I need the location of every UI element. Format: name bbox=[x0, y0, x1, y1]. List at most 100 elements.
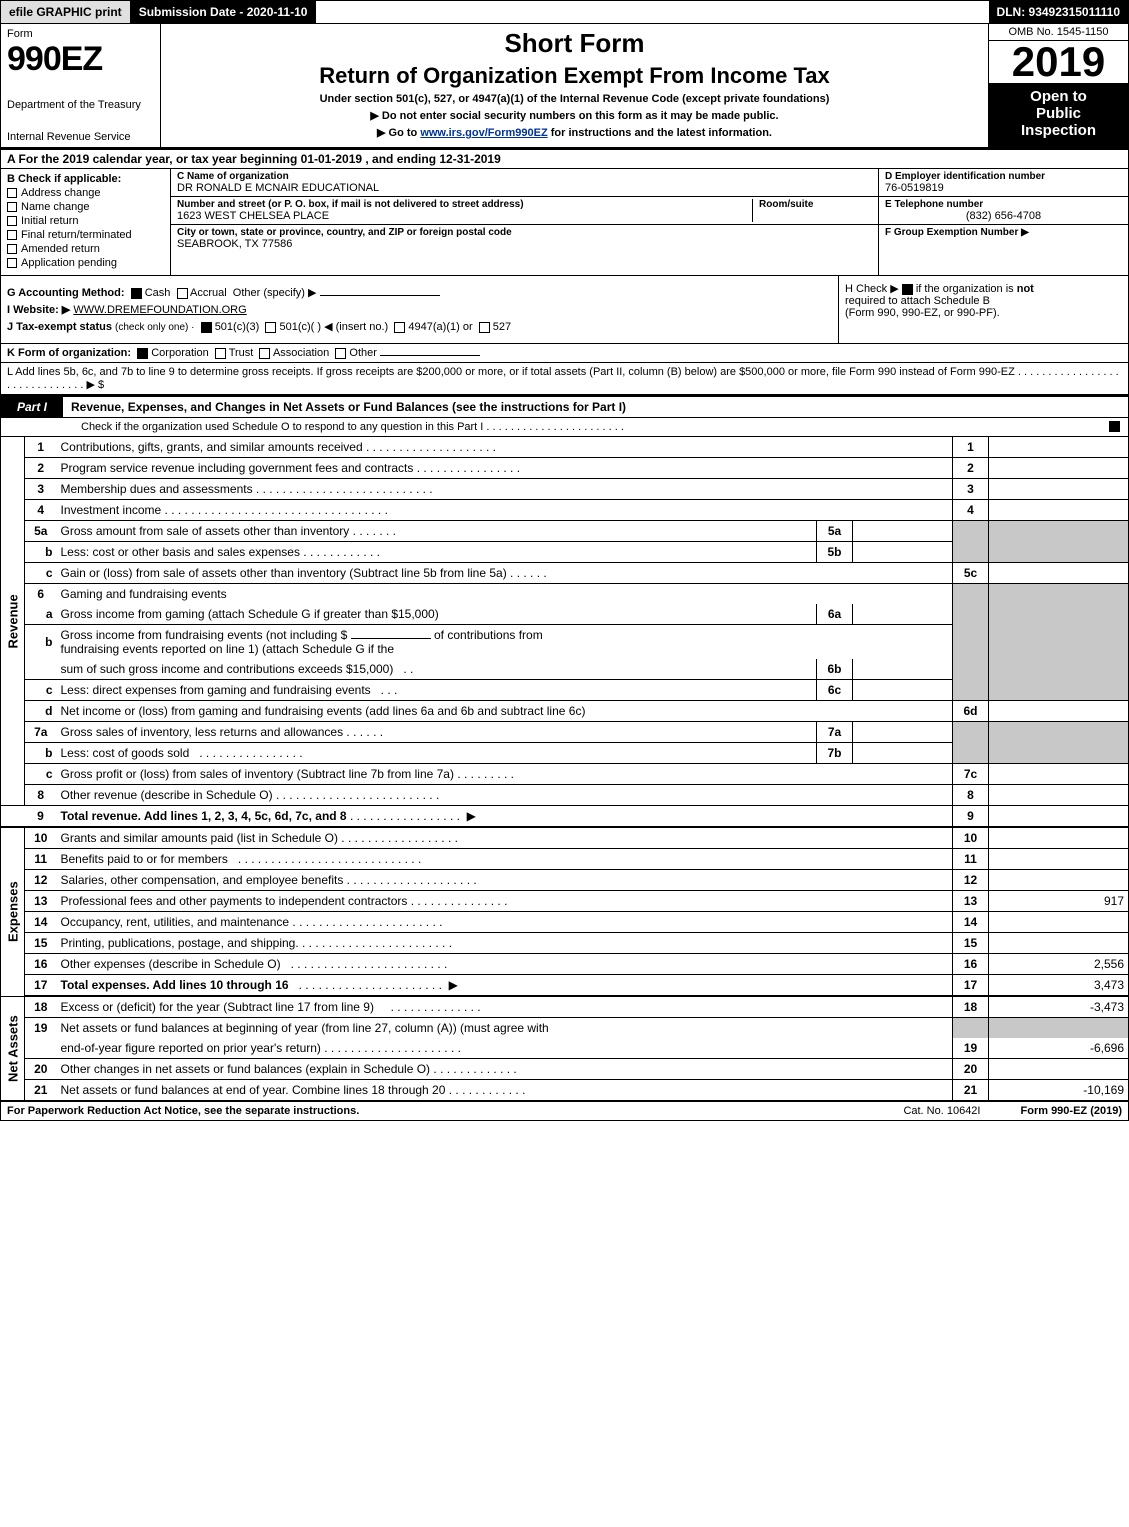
l6b3: fundraising events reported on line 1) (… bbox=[61, 642, 395, 656]
rv2 bbox=[989, 458, 1129, 479]
l17-desc: Total expenses. Add lines 10 through 16 bbox=[61, 978, 289, 992]
j-4947-check[interactable] bbox=[394, 322, 405, 333]
ln7a: 7a bbox=[25, 722, 57, 743]
goto-line: ▶ Go to www.irs.gov/Form990EZ for instru… bbox=[169, 126, 980, 139]
l19-desc2: end-of-year figure reported on prior yea… bbox=[61, 1041, 321, 1055]
paperwork-notice: For Paperwork Reduction Act Notice, see … bbox=[7, 1105, 359, 1117]
h-text1: H Check ▶ bbox=[845, 283, 899, 295]
website[interactable]: WWW.DREMEFOUNDATION.ORG bbox=[73, 304, 246, 316]
part1-schedule-o-check[interactable] bbox=[1109, 421, 1120, 432]
chk-address-change[interactable]: Address change bbox=[7, 187, 164, 199]
efile-print-button[interactable]: efile GRAPHIC print bbox=[1, 1, 131, 23]
chk-label-2: Initial return bbox=[21, 215, 78, 227]
l18-desc: Excess or (deficit) for the year (Subtra… bbox=[61, 1000, 374, 1014]
l2-desc: Program service revenue including govern… bbox=[61, 461, 414, 475]
l13-desc: Professional fees and other payments to … bbox=[61, 894, 408, 908]
section-k: K Form of organization: Corporation Trus… bbox=[0, 344, 1129, 363]
chk-application-pending[interactable]: Application pending bbox=[7, 257, 164, 269]
k-other-check[interactable] bbox=[335, 348, 346, 359]
tax-year-row: A For the 2019 calendar year, or tax yea… bbox=[0, 148, 1129, 169]
ln9: 9 bbox=[25, 806, 57, 828]
open2: Public bbox=[993, 105, 1124, 122]
rn6abc-shade bbox=[953, 584, 989, 701]
l20-desc: Other changes in net assets or fund bala… bbox=[61, 1062, 431, 1076]
k-assoc-check[interactable] bbox=[259, 348, 270, 359]
cat-number: Cat. No. 10642I bbox=[903, 1105, 980, 1117]
group-exemption-label: F Group Exemption Number ▶ bbox=[885, 227, 1122, 238]
mv7a bbox=[853, 722, 953, 743]
l4-desc: Investment income bbox=[61, 503, 162, 517]
dept-irs: Internal Revenue Service bbox=[7, 131, 154, 143]
i-label: I Website: ▶ bbox=[7, 304, 70, 316]
section-b-label: B Check if applicable: bbox=[7, 173, 164, 185]
no-ssn-warning: ▶ Do not enter social security numbers o… bbox=[169, 109, 980, 122]
h-check[interactable] bbox=[902, 284, 913, 295]
ln4: 4 bbox=[25, 500, 57, 521]
ein-label: D Employer identification number bbox=[885, 171, 1122, 182]
rn12: 12 bbox=[953, 870, 989, 891]
chk-final-return[interactable]: Final return/terminated bbox=[7, 229, 164, 241]
ln16: 16 bbox=[25, 954, 57, 975]
mb6b: 6b bbox=[817, 659, 853, 680]
ghij-block: G Accounting Method: Cash Accrual Other … bbox=[0, 276, 1129, 344]
rv10 bbox=[989, 827, 1129, 849]
chk-name-change[interactable]: Name change bbox=[7, 201, 164, 213]
j-527-check[interactable] bbox=[479, 322, 490, 333]
addr-label: Number and street (or P. O. box, if mail… bbox=[177, 199, 524, 210]
ln1: 1 bbox=[25, 437, 57, 458]
rv15 bbox=[989, 933, 1129, 954]
l7b-desc: Less: cost of goods sold bbox=[61, 746, 190, 760]
mb7a: 7a bbox=[817, 722, 853, 743]
l3-desc: Membership dues and assessments bbox=[61, 482, 253, 496]
j-501c-check[interactable] bbox=[265, 322, 276, 333]
under-section: Under section 501(c), 527, or 4947(a)(1)… bbox=[169, 93, 980, 105]
revenue-side-label: Revenue bbox=[1, 437, 25, 806]
chk-label-5: Application pending bbox=[21, 257, 117, 269]
irs-link[interactable]: www.irs.gov/Form990EZ bbox=[420, 127, 547, 139]
g-cash-check[interactable] bbox=[131, 288, 142, 299]
rn19-shade bbox=[953, 1018, 989, 1039]
g-accrual-check[interactable] bbox=[177, 288, 188, 299]
city: SEABROOK, TX 77586 bbox=[177, 238, 512, 250]
room-label: Room/suite bbox=[759, 199, 872, 210]
j-501c3-check[interactable] bbox=[201, 322, 212, 333]
rn13: 13 bbox=[953, 891, 989, 912]
form-ref: Form 990-EZ (2019) bbox=[1021, 1105, 1123, 1117]
mb7b: 7b bbox=[817, 743, 853, 764]
k-corp-check[interactable] bbox=[137, 348, 148, 359]
l9-desc: Total revenue. Add lines 1, 2, 3, 4, 5c,… bbox=[61, 809, 347, 823]
phone-label: E Telephone number bbox=[885, 199, 1122, 210]
l19-desc1: Net assets or fund balances at beginning… bbox=[61, 1021, 549, 1035]
section-g: G Accounting Method: Cash Accrual Other … bbox=[7, 286, 832, 299]
open-public-inspection: Open to Public Inspection bbox=[989, 84, 1128, 147]
rv7c bbox=[989, 764, 1129, 785]
rv4 bbox=[989, 500, 1129, 521]
ein: 76-0519819 bbox=[885, 182, 1122, 194]
g-label: G Accounting Method: bbox=[7, 287, 125, 299]
rn5ab-shade bbox=[953, 521, 989, 563]
l5a-desc: Gross amount from sale of assets other t… bbox=[61, 524, 350, 538]
part1-check-text: Check if the organization used Schedule … bbox=[81, 421, 624, 433]
rn19: 19 bbox=[953, 1038, 989, 1059]
rv16: 2,556 bbox=[989, 954, 1129, 975]
k-trust-check[interactable] bbox=[215, 348, 226, 359]
chk-initial-return[interactable]: Initial return bbox=[7, 215, 164, 227]
rn1: 1 bbox=[953, 437, 989, 458]
chk-label-3: Final return/terminated bbox=[21, 229, 132, 241]
ln19: 19 bbox=[25, 1018, 57, 1039]
mb5b: 5b bbox=[817, 542, 853, 563]
chk-amended-return[interactable]: Amended return bbox=[7, 243, 164, 255]
form-label: Form bbox=[7, 28, 154, 40]
open3: Inspection bbox=[993, 122, 1124, 139]
footer: For Paperwork Reduction Act Notice, see … bbox=[0, 1102, 1129, 1121]
l6a-desc: Gross income from gaming (attach Schedul… bbox=[61, 607, 439, 621]
form-header: Form 990EZ Department of the Treasury In… bbox=[0, 24, 1129, 148]
rn21: 21 bbox=[953, 1080, 989, 1102]
ln7c: c bbox=[25, 764, 57, 785]
ln20: 20 bbox=[25, 1059, 57, 1080]
ln8: 8 bbox=[25, 785, 57, 806]
rn11: 11 bbox=[953, 849, 989, 870]
sections-def: D Employer identification number 76-0519… bbox=[878, 169, 1128, 275]
rn2: 2 bbox=[953, 458, 989, 479]
rv3 bbox=[989, 479, 1129, 500]
